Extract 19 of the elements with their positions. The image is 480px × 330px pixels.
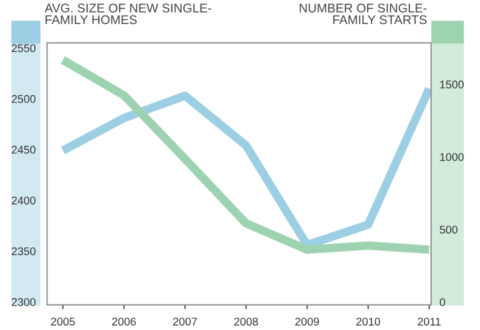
y-tick-label: 2400 (12, 196, 36, 204)
x-tick-label: 2009 (295, 318, 319, 326)
y-tick-label: 2500 (12, 95, 36, 103)
y2-tick-label: 500 (440, 226, 458, 234)
x-tick-label: 2007 (173, 318, 197, 326)
y2-tick-label: 0 (440, 298, 446, 306)
y-tick-label: 2350 (12, 247, 36, 256)
y2-axis-title: NUMBER OF SINGLE- FAMILY STARTS (300, 4, 427, 24)
x-tick-label: 2005 (51, 318, 75, 326)
x-tick-label: 2010 (356, 318, 380, 326)
x-tick-label: 2006 (112, 318, 136, 326)
y2-tick-label: 1500 (440, 80, 464, 88)
y-tick-label: 2550 (12, 44, 36, 52)
y-tick-label: 2300 (12, 298, 36, 306)
y-axis-title: AVG. SIZE OF NEW SINGLE- FAMILY HOMES (44, 4, 212, 24)
y-tick-label: 2450 (12, 146, 36, 154)
x-tick-label: 2011 (418, 318, 441, 326)
x-tick-label: 2008 (234, 318, 258, 326)
y2-tick-label: 1000 (440, 153, 464, 161)
